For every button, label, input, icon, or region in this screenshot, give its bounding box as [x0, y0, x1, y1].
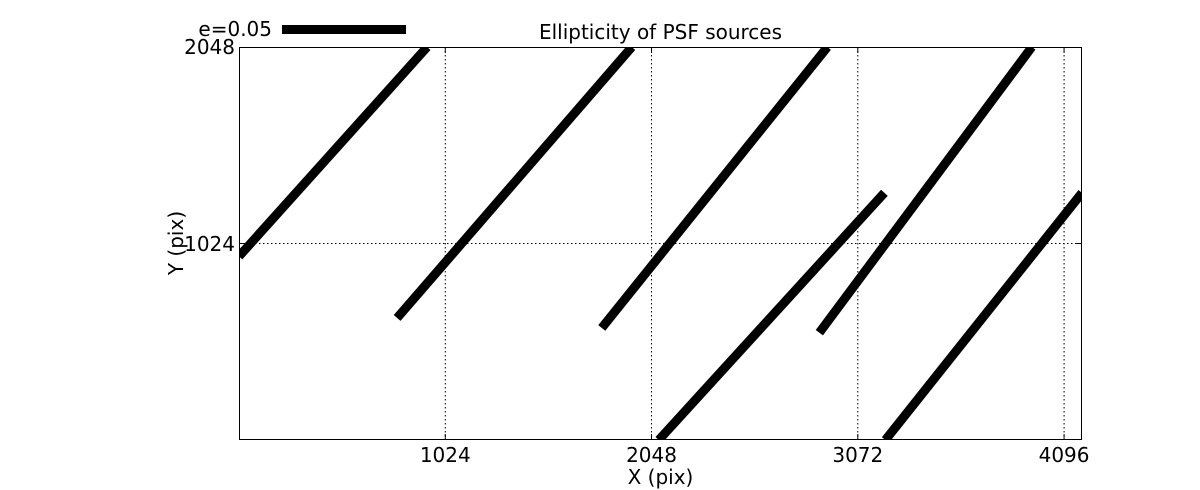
y-tick-label: 1024 — [184, 231, 235, 256]
ellipticity-whisker — [815, 47, 1036, 336]
ellipticity-whisker — [881, 190, 1082, 440]
x-tick-label: 4096 — [1038, 443, 1090, 467]
legend-whisker-sample-bar — [282, 25, 406, 34]
whisker-plot-canvas — [239, 47, 1082, 440]
legend-label: e=0.05 — [198, 17, 272, 41]
y-tick-label: 2048 — [184, 35, 235, 59]
x-tick-label: 2048 — [626, 443, 677, 467]
ellipticity-whisker — [239, 47, 431, 260]
x-tick-label: 1024 — [419, 443, 471, 467]
x-tick-label: 3072 — [832, 443, 884, 467]
ellipticity-whisker — [655, 189, 888, 440]
ellipticity-whisker — [393, 47, 636, 321]
plot-area — [239, 47, 1082, 440]
chart-title: Ellipticity of PSF sources — [538, 20, 783, 44]
x-axis-label: X (pix) — [627, 465, 694, 489]
ellipticity-whisker — [598, 47, 831, 331]
